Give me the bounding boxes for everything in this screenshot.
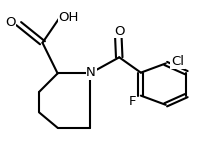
Text: O: O	[5, 16, 15, 29]
Text: OH: OH	[58, 11, 79, 24]
Text: F: F	[129, 95, 136, 108]
Text: O: O	[114, 25, 124, 38]
Text: N: N	[86, 66, 96, 79]
Text: Cl: Cl	[171, 55, 184, 68]
